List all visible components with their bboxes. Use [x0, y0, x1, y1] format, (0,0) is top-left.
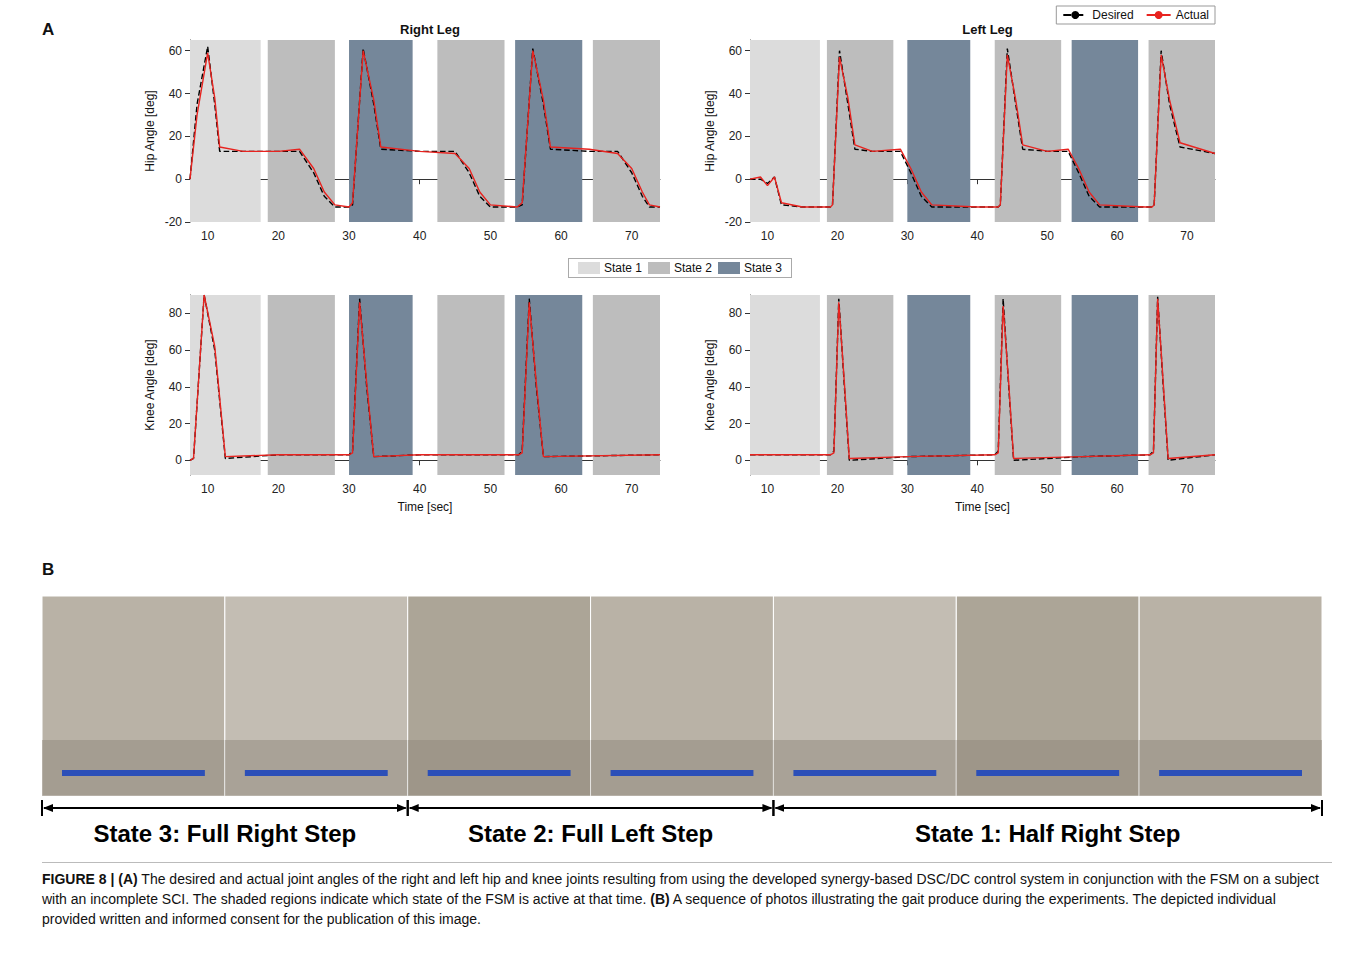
svg-text:Left Leg: Left Leg — [962, 22, 1013, 37]
html-text:A: A — [42, 20, 55, 39]
html-text:B: B — [42, 560, 55, 579]
svg-text:80: 80 — [169, 306, 183, 320]
svg-text:40: 40 — [971, 229, 985, 243]
svg-text:State 1: Half Right Step: State 1: Half Right Step — [915, 820, 1180, 847]
svg-text:70: 70 — [1180, 482, 1194, 496]
svg-text:60: 60 — [169, 44, 183, 58]
svg-text:20: 20 — [831, 229, 845, 243]
svg-text:10: 10 — [761, 229, 775, 243]
svg-text:Hip Angle [deg]: Hip Angle [deg] — [703, 90, 717, 171]
svg-text:40: 40 — [169, 87, 183, 101]
svg-text:60: 60 — [554, 482, 568, 496]
svg-text:60: 60 — [169, 343, 183, 357]
svg-text:60: 60 — [1110, 229, 1124, 243]
svg-text:20: 20 — [729, 129, 743, 143]
svg-text:0: 0 — [175, 453, 182, 467]
svg-text:20: 20 — [169, 129, 183, 143]
svg-text:40: 40 — [413, 229, 427, 243]
html-text:State 3: State 3 — [744, 261, 782, 275]
svg-text:Time [sec]: Time [sec] — [955, 500, 1010, 514]
svg-text:20: 20 — [729, 417, 743, 431]
svg-text:0: 0 — [735, 453, 742, 467]
svg-text:30: 30 — [901, 229, 915, 243]
svg-text:Hip Angle [deg]: Hip Angle [deg] — [143, 90, 157, 171]
svg-text:Desired: Desired — [1092, 8, 1133, 22]
svg-text:40: 40 — [169, 380, 183, 394]
svg-text:State 2: Full Left Step: State 2: Full Left Step — [468, 820, 713, 847]
svg-text:-20: -20 — [725, 215, 743, 229]
svg-text:60: 60 — [1110, 482, 1124, 496]
svg-text:0: 0 — [175, 172, 182, 186]
svg-text:Time [sec]: Time [sec] — [398, 500, 453, 514]
svg-text:-20: -20 — [165, 215, 183, 229]
svg-text:50: 50 — [484, 229, 498, 243]
svg-text:Right Leg: Right Leg — [400, 22, 460, 37]
svg-text:20: 20 — [831, 482, 845, 496]
svg-text:0: 0 — [735, 172, 742, 186]
svg-text:20: 20 — [169, 417, 183, 431]
svg-text:70: 70 — [625, 229, 639, 243]
svg-text:60: 60 — [729, 343, 743, 357]
svg-text:20: 20 — [272, 229, 286, 243]
svg-text:80: 80 — [729, 306, 743, 320]
html-text:State 1: State 1 — [604, 261, 642, 275]
svg-text:Actual: Actual — [1176, 8, 1209, 22]
svg-text:40: 40 — [971, 482, 985, 496]
svg-text:20: 20 — [272, 482, 286, 496]
svg-text:10: 10 — [201, 229, 215, 243]
svg-text:60: 60 — [554, 229, 568, 243]
html-text:FIGURE 8 | (A) The desired and: FIGURE 8 | (A) The desired and actual jo… — [42, 871, 1319, 927]
svg-text:Knee Angle [deg]: Knee Angle [deg] — [143, 339, 157, 430]
svg-text:40: 40 — [729, 380, 743, 394]
html-text:State 2: State 2 — [674, 261, 712, 275]
svg-text:50: 50 — [1041, 229, 1055, 243]
svg-text:40: 40 — [413, 482, 427, 496]
svg-text:10: 10 — [761, 482, 775, 496]
svg-text:40: 40 — [729, 87, 743, 101]
svg-text:30: 30 — [342, 229, 356, 243]
svg-text:Knee Angle [deg]: Knee Angle [deg] — [703, 339, 717, 430]
svg-text:State 3: Full Right Step: State 3: Full Right Step — [94, 820, 357, 847]
svg-text:10: 10 — [201, 482, 215, 496]
svg-text:30: 30 — [342, 482, 356, 496]
svg-text:70: 70 — [1180, 229, 1194, 243]
svg-text:50: 50 — [484, 482, 498, 496]
svg-text:60: 60 — [729, 44, 743, 58]
svg-text:70: 70 — [625, 482, 639, 496]
svg-text:50: 50 — [1041, 482, 1055, 496]
svg-text:30: 30 — [901, 482, 915, 496]
